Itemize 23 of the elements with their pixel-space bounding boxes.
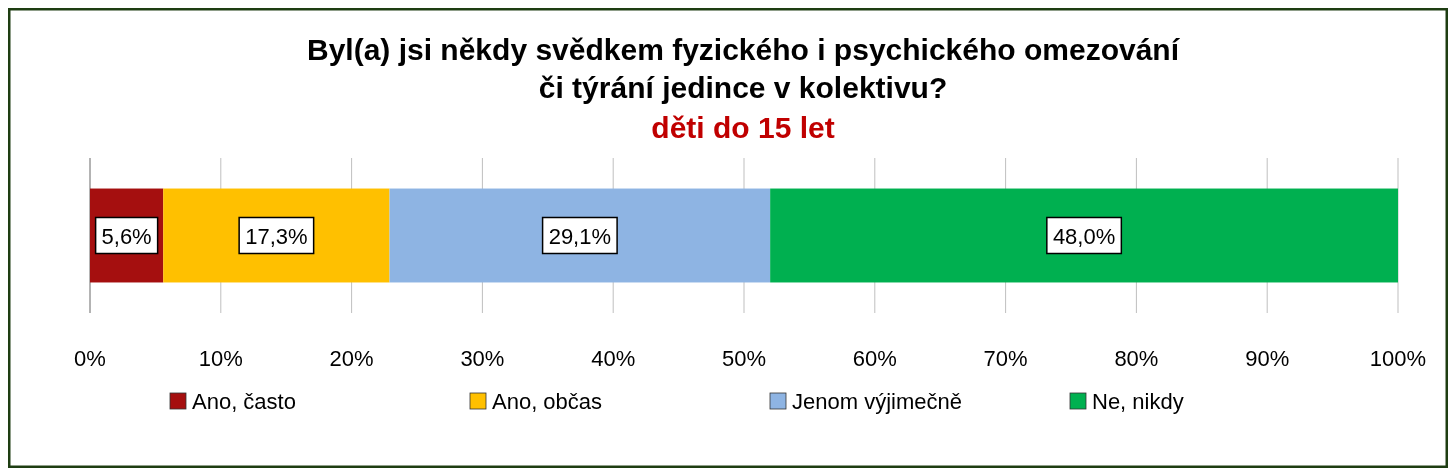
chart-subtitle: děti do 15 let — [651, 111, 835, 144]
x-tick-label: 70% — [983, 346, 1028, 371]
x-tick-label: 80% — [1114, 346, 1159, 371]
legend-label: Ano, často — [192, 389, 296, 414]
x-tick-label: 40% — [591, 346, 636, 371]
x-tick-label: 90% — [1245, 346, 1290, 371]
legend-label: Jenom výjimečně — [792, 389, 962, 414]
x-tick-label: 60% — [852, 346, 897, 371]
legend-label: Ne, nikdy — [1092, 389, 1184, 414]
legend-label: Ano, občas — [492, 389, 603, 414]
data-label: 5,6% — [101, 223, 152, 249]
x-tick-label: 0% — [74, 346, 106, 371]
x-tick-label: 30% — [460, 346, 505, 371]
data-label: 48,0% — [1052, 223, 1116, 249]
x-tick-label: 10% — [198, 346, 243, 371]
bar — [770, 188, 1398, 283]
data-label: 29,1% — [548, 223, 612, 249]
x-tick-label: 50% — [721, 346, 767, 371]
bar — [389, 188, 771, 283]
chart-title: Byl(a) jsi někdy svědkem fyzického i psychického omezování či týrání jedince v kolektivu? — [306, 33, 1181, 104]
x-tick-label: 20% — [329, 346, 374, 371]
data-label: 17,3% — [245, 223, 308, 249]
x-tick-label: 100% — [1369, 346, 1427, 371]
